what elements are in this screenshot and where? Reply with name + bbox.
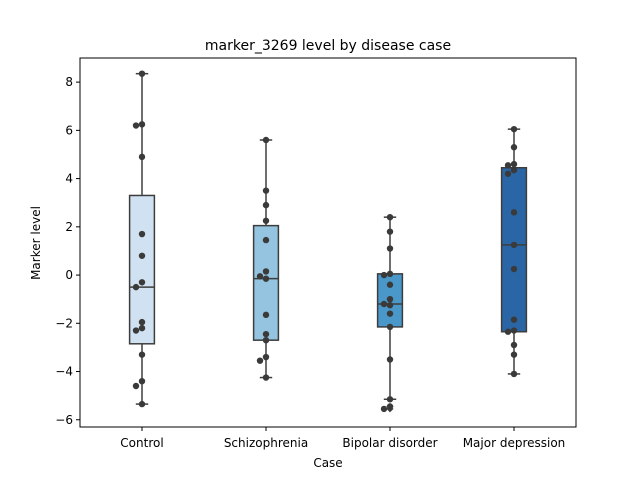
data-point: [138, 70, 146, 77]
data-point: [138, 400, 146, 408]
data-point: [262, 217, 270, 224]
data-point: [138, 324, 146, 332]
data-point: [510, 265, 518, 273]
data-point: [504, 162, 512, 169]
data-point: [262, 311, 270, 319]
data-point: [510, 166, 518, 174]
y-tick-label: 8: [65, 75, 73, 89]
data-point: [132, 283, 140, 291]
data-point: [386, 245, 394, 252]
data-point: [138, 351, 146, 358]
y-tick-label: 6: [65, 123, 73, 137]
x-tick-label: Bipolar disorder: [342, 436, 437, 450]
data-point: [138, 318, 146, 326]
axes-frame: [79, 57, 577, 428]
data-point: [510, 316, 518, 323]
data-point: [262, 336, 270, 344]
data-point: [386, 281, 394, 288]
data-point: [262, 330, 270, 338]
data-point: [132, 382, 140, 390]
data-point: [138, 252, 146, 259]
y-tick-label: 2: [65, 220, 73, 234]
x-tick-label: Control: [120, 436, 163, 450]
data-point: [262, 275, 270, 282]
box-group-3: [500, 128, 528, 375]
data-point: [510, 351, 518, 358]
box-iqr: [500, 166, 528, 333]
chart-title: marker_3269 level by disease case: [205, 38, 451, 54]
data-point: [138, 121, 146, 128]
data-point: [256, 273, 264, 280]
x-tick-label: Major depression: [463, 436, 566, 450]
data-point: [262, 201, 270, 209]
data-point: [138, 279, 146, 286]
data-point: [386, 310, 394, 317]
data-point: [262, 236, 270, 244]
data-point: [504, 170, 512, 177]
y-axis-title: Marker level: [29, 206, 43, 280]
data-point: [386, 213, 394, 221]
data-point: [386, 295, 394, 303]
data-point: [510, 370, 518, 378]
data-point: [138, 153, 146, 161]
data-point: [262, 353, 270, 361]
data-point: [386, 403, 394, 410]
data-point: [132, 327, 140, 334]
x-axis-title: Case: [313, 456, 342, 470]
data-point: [386, 323, 394, 331]
data-point: [504, 328, 512, 335]
data-point: [386, 356, 394, 363]
data-point: [138, 230, 146, 238]
data-point: [510, 209, 518, 216]
data-point: [262, 374, 270, 381]
y-tick-label: −4: [55, 365, 73, 379]
data-point: [262, 268, 270, 275]
data-point: [386, 270, 394, 278]
data-point: [510, 125, 518, 133]
data-point: [510, 241, 518, 249]
data-point: [262, 136, 270, 144]
y-tick-label: 4: [65, 172, 73, 186]
data-point: [256, 357, 264, 364]
plot-area: −6 −4 −2 0 2 4 6 8 Control Schizophrenia Bipolar d…: [55, 57, 577, 450]
data-point: [510, 341, 518, 349]
data-point: [138, 377, 146, 385]
x-tick-label: Schizophrenia: [224, 436, 308, 450]
y-tick-label: 0: [65, 268, 73, 282]
data-point: [262, 187, 270, 194]
data-point: [380, 300, 388, 308]
data-point: [132, 122, 140, 129]
y-tick-label: −6: [55, 413, 73, 427]
data-point: [510, 144, 518, 151]
data-point: [386, 302, 394, 309]
y-tick-label: −2: [55, 316, 73, 330]
data-point: [510, 160, 518, 168]
data-point: [386, 396, 394, 403]
data-point: [386, 228, 394, 235]
data-point: [380, 271, 388, 279]
data-point: [510, 327, 518, 334]
data-point: [380, 405, 388, 413]
